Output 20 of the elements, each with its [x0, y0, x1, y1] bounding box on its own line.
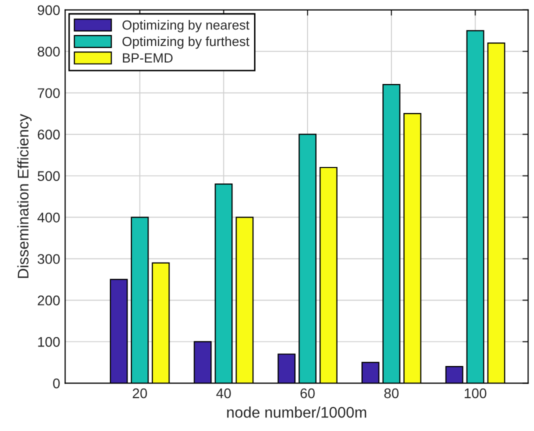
- x-tick-label: 100: [464, 388, 486, 398]
- x-tick-label: 40: [216, 388, 231, 398]
- x-axis-title: node number/1000m: [227, 406, 366, 418]
- y-tick-label: 0: [53, 378, 60, 388]
- x-tick-label: 60: [300, 388, 315, 398]
- x-tick-label: 80: [384, 388, 399, 398]
- legend-label: Optimizing by nearest: [122, 20, 250, 32]
- y-tick-label: 800: [38, 46, 60, 57]
- y-tick-label: 700: [38, 88, 60, 98]
- y-tick-label: 300: [38, 254, 60, 264]
- legend-label: Optimizing by furthest: [122, 36, 250, 49]
- y-axis-title: Dissemination Efficiency: [17, 114, 32, 278]
- y-tick-label: 400: [37, 212, 60, 222]
- y-tick-label: 100: [38, 337, 60, 347]
- y-tick-label: 600: [38, 130, 60, 140]
- legend-label: BP-EMD: [122, 53, 173, 62]
- y-tick-label: 900: [38, 5, 60, 16]
- y-tick-label: 200: [38, 296, 60, 306]
- y-tick-label: 500: [38, 171, 60, 181]
- x-tick-label: 20: [132, 388, 147, 398]
